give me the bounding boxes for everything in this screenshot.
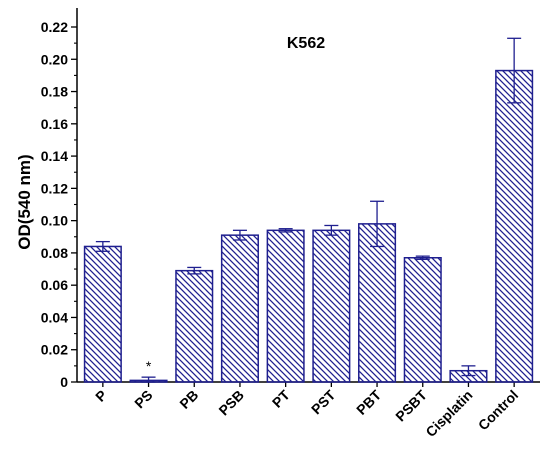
x-tick-label: Cisplatin bbox=[422, 387, 475, 440]
y-tick-label: 0 bbox=[60, 374, 68, 390]
x-tick-label: PSBT bbox=[392, 386, 430, 424]
y-axis-title: OD(540 nm) bbox=[15, 154, 34, 249]
error-bar-pb bbox=[187, 266, 202, 275]
x-tick-label: PST bbox=[308, 386, 339, 417]
y-tick-label: 0.02 bbox=[41, 342, 68, 358]
y-tick-label: 0.14 bbox=[41, 148, 68, 164]
bar-pbt bbox=[358, 223, 397, 383]
chart-title: K562 bbox=[287, 35, 325, 52]
bar-control bbox=[495, 69, 534, 383]
y-tick-label: 0.16 bbox=[41, 116, 68, 132]
y-tick-label: 0.06 bbox=[41, 277, 68, 293]
y-tick-label: 0.10 bbox=[41, 213, 68, 229]
bar-psb bbox=[220, 234, 259, 383]
y-tick-label: 0.12 bbox=[41, 180, 68, 196]
x-tick-label: Control bbox=[475, 387, 522, 434]
error-bar-control bbox=[507, 37, 522, 104]
bar-psbt bbox=[403, 257, 442, 383]
error-bar-psbt bbox=[415, 255, 430, 261]
error-bar-p bbox=[95, 240, 110, 252]
x-tick-label: PT bbox=[269, 386, 293, 410]
bar-pb bbox=[175, 269, 214, 383]
y-tick-label: 0.18 bbox=[41, 84, 68, 100]
x-tick-label: PBT bbox=[353, 386, 384, 417]
bar-p bbox=[83, 245, 122, 383]
error-bar-pbt bbox=[370, 200, 385, 248]
y-tick-label: 0.20 bbox=[41, 51, 68, 67]
x-tick-label: PS bbox=[131, 387, 156, 412]
y-tick-label: 0.04 bbox=[41, 309, 68, 325]
x-tick-label: P bbox=[92, 387, 110, 405]
error-bar-pst bbox=[324, 224, 339, 236]
bar-pst bbox=[312, 229, 351, 383]
error-bar-ps bbox=[141, 376, 156, 383]
y-tick-label: 0.08 bbox=[41, 245, 68, 261]
x-tick-label: PSB bbox=[215, 387, 247, 419]
x-tick-label: PB bbox=[176, 387, 201, 412]
error-bar-psb bbox=[232, 229, 247, 241]
y-tick-label: 0.22 bbox=[41, 19, 68, 35]
error-bar-pt bbox=[278, 228, 293, 233]
error-bar-cisplatin bbox=[461, 365, 476, 377]
significance-marker: * bbox=[146, 358, 152, 374]
bar-pt bbox=[266, 229, 305, 383]
